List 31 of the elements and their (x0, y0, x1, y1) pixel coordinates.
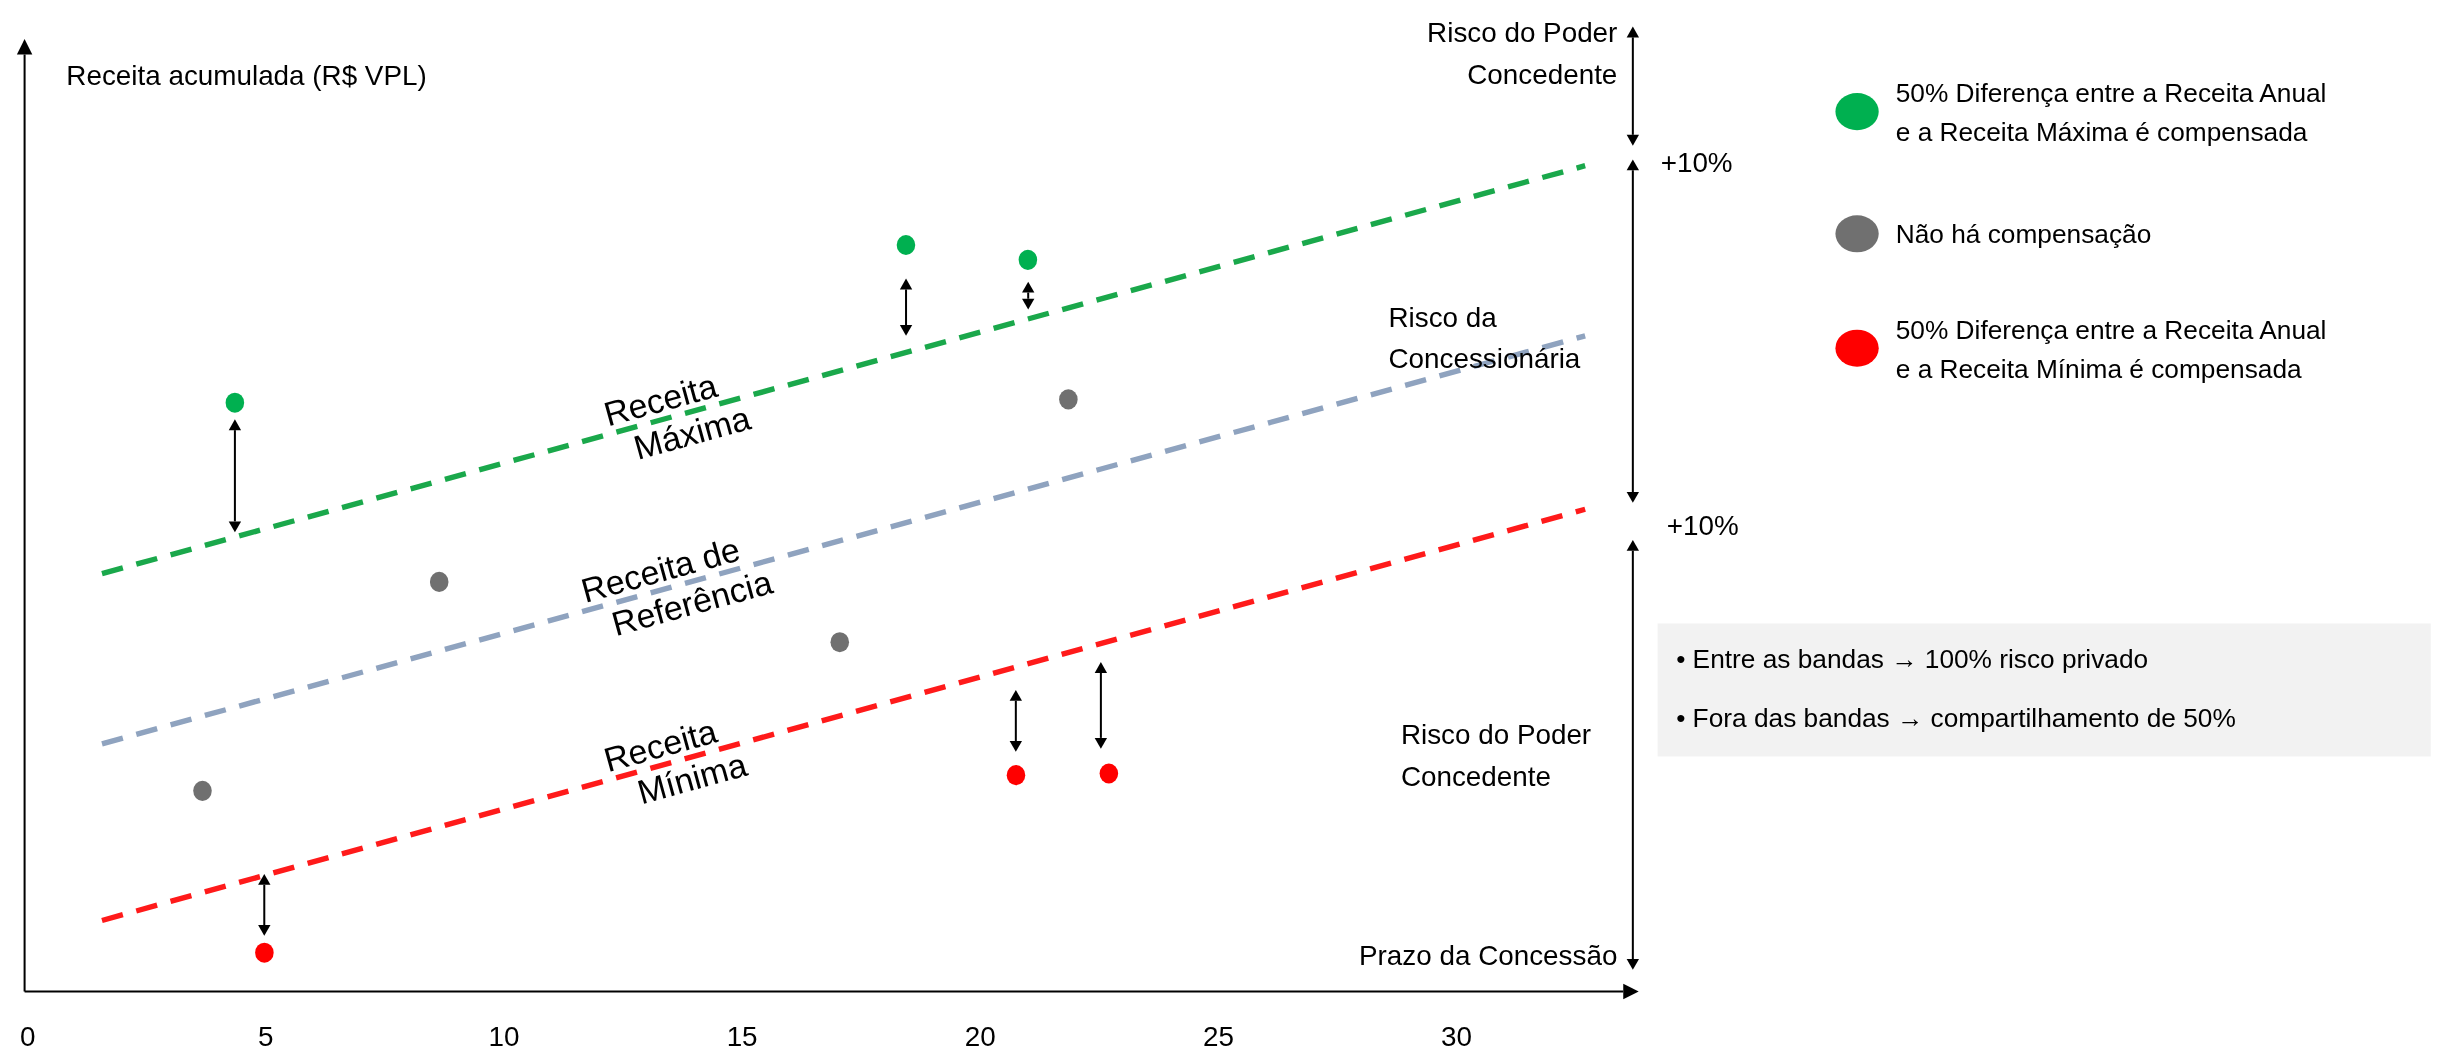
point (429, 571, 449, 592)
point (225, 392, 245, 413)
legend-label: 50% Diferença entre a Receita Anual e a Receita Máxima é compensada (1895, 78, 2327, 147)
x-axis-title: Prazo da Concessão (1359, 940, 1618, 972)
x-tick-label: 15 (726, 1020, 758, 1052)
x-tick-label: 30 (1441, 1020, 1473, 1052)
point (1006, 765, 1026, 786)
text: • Entre as bandas → 100% risco privado (1676, 644, 2149, 675)
legend-label: Não há compensação (1895, 219, 2152, 250)
annotation: Risco da Concessionária (1388, 301, 1581, 375)
point (1099, 763, 1119, 784)
text: • Fora das bandas → compartilhamento de 50% (1676, 703, 2236, 734)
x-tick-label: 10 (488, 1020, 520, 1052)
text: Receita Mínima (599, 711, 751, 812)
x-tick-label: 5 (258, 1020, 274, 1052)
point (193, 780, 212, 801)
point (896, 234, 916, 256)
point (830, 632, 850, 653)
text: Risco do Poder Concedente (1427, 17, 1618, 90)
point (1059, 389, 1078, 410)
text: +10% (1660, 146, 1733, 178)
text: Receita Máxima (599, 365, 755, 467)
text: +10% (1666, 510, 1739, 542)
legend-label: 50% Diferença entre a Receita Anual e a Receita Mínima é compensada (1895, 314, 2327, 384)
y-axis-title: Receita acumulada (R$ VPL) (66, 60, 427, 92)
x-tick-label: 25 (1202, 1020, 1234, 1052)
point (1018, 249, 1038, 270)
annotation: Risco do Poder Concedente (1400, 719, 1592, 792)
point (255, 942, 274, 963)
x-tick-label: 20 (964, 1020, 996, 1052)
x-tick-label: 0 (19, 1020, 36, 1052)
